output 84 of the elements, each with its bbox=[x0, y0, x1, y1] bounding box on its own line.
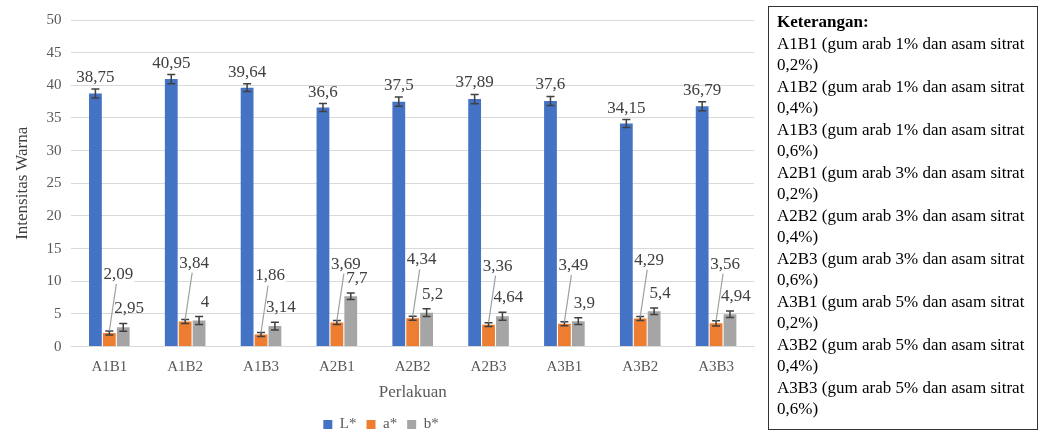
x-tick-label: A1B2 bbox=[167, 357, 204, 374]
bar bbox=[330, 322, 344, 347]
data-label: 2,95 bbox=[114, 298, 145, 318]
text: A3B1 (gum arab 5% dan asam sitrat 0,2%) bbox=[777, 290, 1026, 334]
bar bbox=[392, 101, 406, 347]
legend-label: L* bbox=[339, 415, 357, 432]
x-tick-label: A3B1 bbox=[546, 357, 583, 374]
data-label: 36,6 bbox=[308, 81, 338, 101]
y-tick-label: 5 bbox=[53, 304, 62, 321]
data-label: 3,56 bbox=[710, 253, 740, 273]
y-tick-label: 30 bbox=[46, 141, 62, 158]
data-label: 37,5 bbox=[383, 75, 414, 95]
text: A3B3 (gum arab 5% dan asam sitrat 0,6%) bbox=[777, 376, 1026, 420]
data-label: 5,4 bbox=[649, 283, 672, 303]
x-tick-label: A1B1 bbox=[91, 357, 128, 374]
data-label: 36,79 bbox=[683, 79, 722, 99]
data-label: 4,64 bbox=[493, 287, 524, 307]
legend-label: b* bbox=[423, 415, 439, 432]
data-label: 4,34 bbox=[406, 249, 438, 269]
data-label: 5,2 bbox=[421, 283, 444, 303]
y-tick-label: 40 bbox=[46, 76, 62, 93]
data-label: 38,75 bbox=[76, 66, 115, 86]
text: Keterangan: bbox=[777, 11, 870, 33]
text: A2B2 (gum arab 3% dan asam sitrat 0,4%) bbox=[777, 204, 1026, 248]
bar bbox=[571, 321, 585, 347]
y-tick-label: 25 bbox=[46, 174, 62, 191]
y-axis-title: Intensitas Warna bbox=[11, 126, 31, 240]
bar bbox=[240, 87, 254, 347]
bar bbox=[164, 79, 178, 347]
text: A1B2 (gum arab 1% dan asam sitrat 0,4%) bbox=[777, 75, 1026, 119]
bar bbox=[102, 332, 116, 347]
bar bbox=[544, 101, 557, 347]
text: A2B3 (gum arab 3% dan asam sitrat 0,6%) bbox=[777, 247, 1026, 291]
bar bbox=[496, 316, 509, 347]
data-label: 3,84 bbox=[179, 252, 210, 272]
bar bbox=[316, 107, 330, 347]
data-label: 39,64 bbox=[227, 61, 267, 81]
bar bbox=[482, 324, 495, 347]
text: A1B3 (gum arab 1% dan asam sitrat 0,6%) bbox=[777, 118, 1026, 162]
bar bbox=[723, 314, 737, 347]
y-tick-label: 35 bbox=[46, 108, 62, 125]
x-tick-label: A2B3 bbox=[470, 357, 507, 374]
data-label: 34,15 bbox=[607, 97, 646, 117]
bar bbox=[178, 321, 192, 347]
legend-label: a* bbox=[383, 415, 398, 432]
data-label: 4 bbox=[200, 291, 210, 311]
data-label: 2,09 bbox=[103, 263, 134, 283]
bar bbox=[695, 106, 709, 347]
bar bbox=[344, 296, 358, 347]
x-axis-title: Perlakuan bbox=[378, 382, 448, 402]
bar bbox=[468, 99, 482, 347]
y-tick-label: 50 bbox=[46, 10, 62, 27]
y-tick-label: 15 bbox=[46, 239, 62, 256]
bar bbox=[89, 93, 102, 347]
data-label: 37,6 bbox=[535, 74, 566, 94]
y-tick-label: 0 bbox=[53, 337, 62, 354]
x-tick-label: A2B1 bbox=[318, 357, 355, 374]
y-tick-label: 45 bbox=[46, 43, 62, 60]
bar bbox=[420, 312, 433, 347]
data-label: 3,9 bbox=[573, 292, 595, 312]
x-tick-label: A3B2 bbox=[622, 357, 659, 374]
bar bbox=[406, 318, 420, 347]
x-tick-label: A1B3 bbox=[243, 357, 279, 374]
x-tick-label: A3B3 bbox=[698, 357, 734, 374]
bar bbox=[116, 327, 130, 347]
bar bbox=[619, 123, 633, 347]
text: A1B1 (gum arab 1% dan asam sitrat 0,2%) bbox=[777, 32, 1026, 76]
y-tick-label: 10 bbox=[46, 272, 62, 289]
data-label: 4,29 bbox=[634, 249, 665, 269]
data-label: 37,89 bbox=[455, 72, 494, 92]
y-tick-label: 20 bbox=[46, 206, 62, 223]
data-label: 3,36 bbox=[482, 255, 513, 275]
bar bbox=[647, 311, 661, 347]
data-label: 4,94 bbox=[721, 286, 752, 306]
text: A2B1 (gum arab 3% dan asam sitrat 0,2%) bbox=[777, 161, 1026, 205]
data-label: 3,14 bbox=[266, 297, 297, 317]
x-tick-label: A2B2 bbox=[394, 357, 431, 374]
data-label: 3,49 bbox=[558, 254, 589, 274]
text: A3B2 (gum arab 5% dan asam sitrat 0,4%) bbox=[777, 333, 1026, 377]
bar bbox=[633, 318, 647, 347]
bar bbox=[192, 320, 206, 347]
bar bbox=[557, 323, 571, 347]
data-label: 1,86 bbox=[255, 265, 285, 285]
data-label: 40,95 bbox=[152, 52, 191, 72]
